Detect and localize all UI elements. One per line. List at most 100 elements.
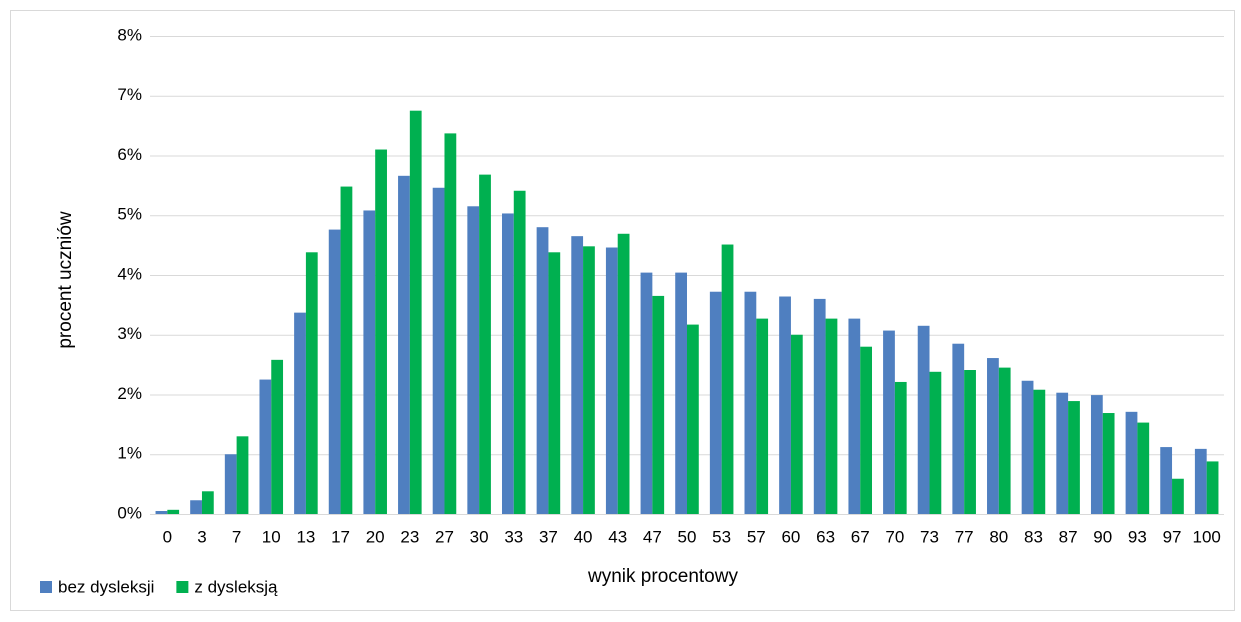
legend-label: z dysleksją bbox=[194, 577, 278, 596]
bar bbox=[1033, 389, 1046, 514]
bar bbox=[1068, 401, 1080, 514]
x-tick-label: 40 bbox=[574, 527, 593, 546]
x-tick-label: 27 bbox=[435, 527, 454, 546]
bar bbox=[790, 334, 803, 514]
x-axis-title: wynik procentowy bbox=[587, 566, 738, 587]
x-tick-label: 37 bbox=[539, 527, 558, 546]
bar bbox=[294, 312, 306, 514]
bar bbox=[709, 291, 722, 514]
bar bbox=[987, 358, 999, 514]
bar bbox=[1090, 395, 1103, 514]
x-tick-label: 83 bbox=[1024, 527, 1043, 546]
bar bbox=[1056, 392, 1069, 514]
x-tick-label: 63 bbox=[816, 527, 835, 546]
bar bbox=[583, 246, 595, 514]
x-tick-label: 80 bbox=[989, 527, 1008, 546]
bar bbox=[1194, 448, 1207, 514]
bar bbox=[398, 175, 410, 514]
x-tick-label: 20 bbox=[366, 527, 385, 546]
bar bbox=[917, 325, 930, 514]
bar bbox=[883, 330, 895, 514]
y-tick-label: 7% bbox=[117, 85, 142, 104]
x-tick-label: 77 bbox=[955, 527, 974, 546]
bar bbox=[224, 454, 237, 514]
x-tick-label: 10 bbox=[262, 527, 281, 546]
bar bbox=[328, 229, 341, 514]
y-tick-label: 0% bbox=[117, 503, 142, 522]
bar bbox=[513, 190, 526, 514]
y-tick-label: 8% bbox=[117, 25, 142, 44]
x-tick-label: 50 bbox=[678, 527, 697, 546]
bar bbox=[1172, 478, 1184, 514]
x-tick-label: 100 bbox=[1192, 527, 1220, 546]
bar bbox=[571, 236, 584, 514]
legend-swatch bbox=[176, 581, 189, 593]
bar bbox=[363, 210, 376, 514]
x-tick-label: 13 bbox=[296, 527, 315, 546]
bar bbox=[467, 206, 480, 514]
bar bbox=[479, 174, 491, 514]
x-tick-label: 7 bbox=[232, 527, 241, 546]
bar bbox=[605, 247, 618, 514]
x-tick-label: 30 bbox=[470, 527, 489, 546]
bar bbox=[536, 227, 549, 514]
bar bbox=[375, 149, 387, 514]
y-tick-label: 5% bbox=[117, 205, 142, 224]
y-axis-title: procent uczniów bbox=[55, 211, 76, 349]
bar bbox=[305, 252, 318, 515]
bar bbox=[201, 491, 214, 514]
x-tick-label: 23 bbox=[400, 527, 419, 546]
x-tick-label: 57 bbox=[747, 527, 766, 546]
bar bbox=[259, 379, 272, 514]
bar bbox=[155, 511, 168, 514]
y-tick-label: 1% bbox=[117, 444, 142, 463]
bar bbox=[548, 252, 561, 515]
x-tick-label: 3 bbox=[197, 527, 206, 546]
x-tick-label: 53 bbox=[712, 527, 731, 546]
bar bbox=[1021, 380, 1034, 514]
x-tick-label: 0 bbox=[163, 527, 172, 546]
bar bbox=[860, 346, 873, 514]
bar bbox=[432, 187, 445, 514]
bar bbox=[779, 296, 791, 514]
legend-swatch bbox=[40, 581, 52, 593]
bar bbox=[190, 500, 202, 514]
bar bbox=[1206, 461, 1219, 514]
y-tick-label: 4% bbox=[117, 264, 142, 283]
bar bbox=[675, 272, 687, 514]
x-tick-label: 97 bbox=[1163, 527, 1182, 546]
bar bbox=[409, 110, 422, 514]
bar bbox=[687, 324, 699, 514]
bar bbox=[640, 272, 653, 514]
bar bbox=[1125, 411, 1138, 514]
x-tick-label: 47 bbox=[643, 527, 662, 546]
bar bbox=[501, 213, 514, 514]
y-tick-label: 2% bbox=[117, 384, 142, 403]
x-tick-label: 90 bbox=[1093, 527, 1112, 546]
bar bbox=[998, 367, 1011, 514]
bar bbox=[929, 371, 942, 514]
x-tick-label: 67 bbox=[851, 527, 870, 546]
x-tick-label: 87 bbox=[1059, 527, 1078, 546]
y-tick-label: 3% bbox=[117, 324, 142, 343]
bar bbox=[756, 318, 769, 514]
bar bbox=[236, 436, 249, 514]
bar bbox=[1137, 422, 1150, 514]
x-tick-label: 60 bbox=[781, 527, 800, 546]
y-tick-label: 6% bbox=[117, 145, 142, 164]
bar bbox=[1160, 447, 1173, 514]
bar bbox=[952, 343, 965, 514]
bar bbox=[167, 509, 180, 514]
x-tick-label: 70 bbox=[885, 527, 904, 546]
x-tick-label: 33 bbox=[504, 527, 523, 546]
bar bbox=[964, 370, 976, 514]
x-tick-label: 43 bbox=[608, 527, 627, 546]
bar bbox=[894, 381, 907, 514]
bar bbox=[813, 298, 826, 514]
bar bbox=[444, 133, 457, 514]
x-tick-label: 73 bbox=[920, 527, 939, 546]
bar bbox=[271, 359, 284, 514]
legend-label: bez dysleksji bbox=[58, 577, 154, 596]
bar bbox=[340, 186, 353, 514]
